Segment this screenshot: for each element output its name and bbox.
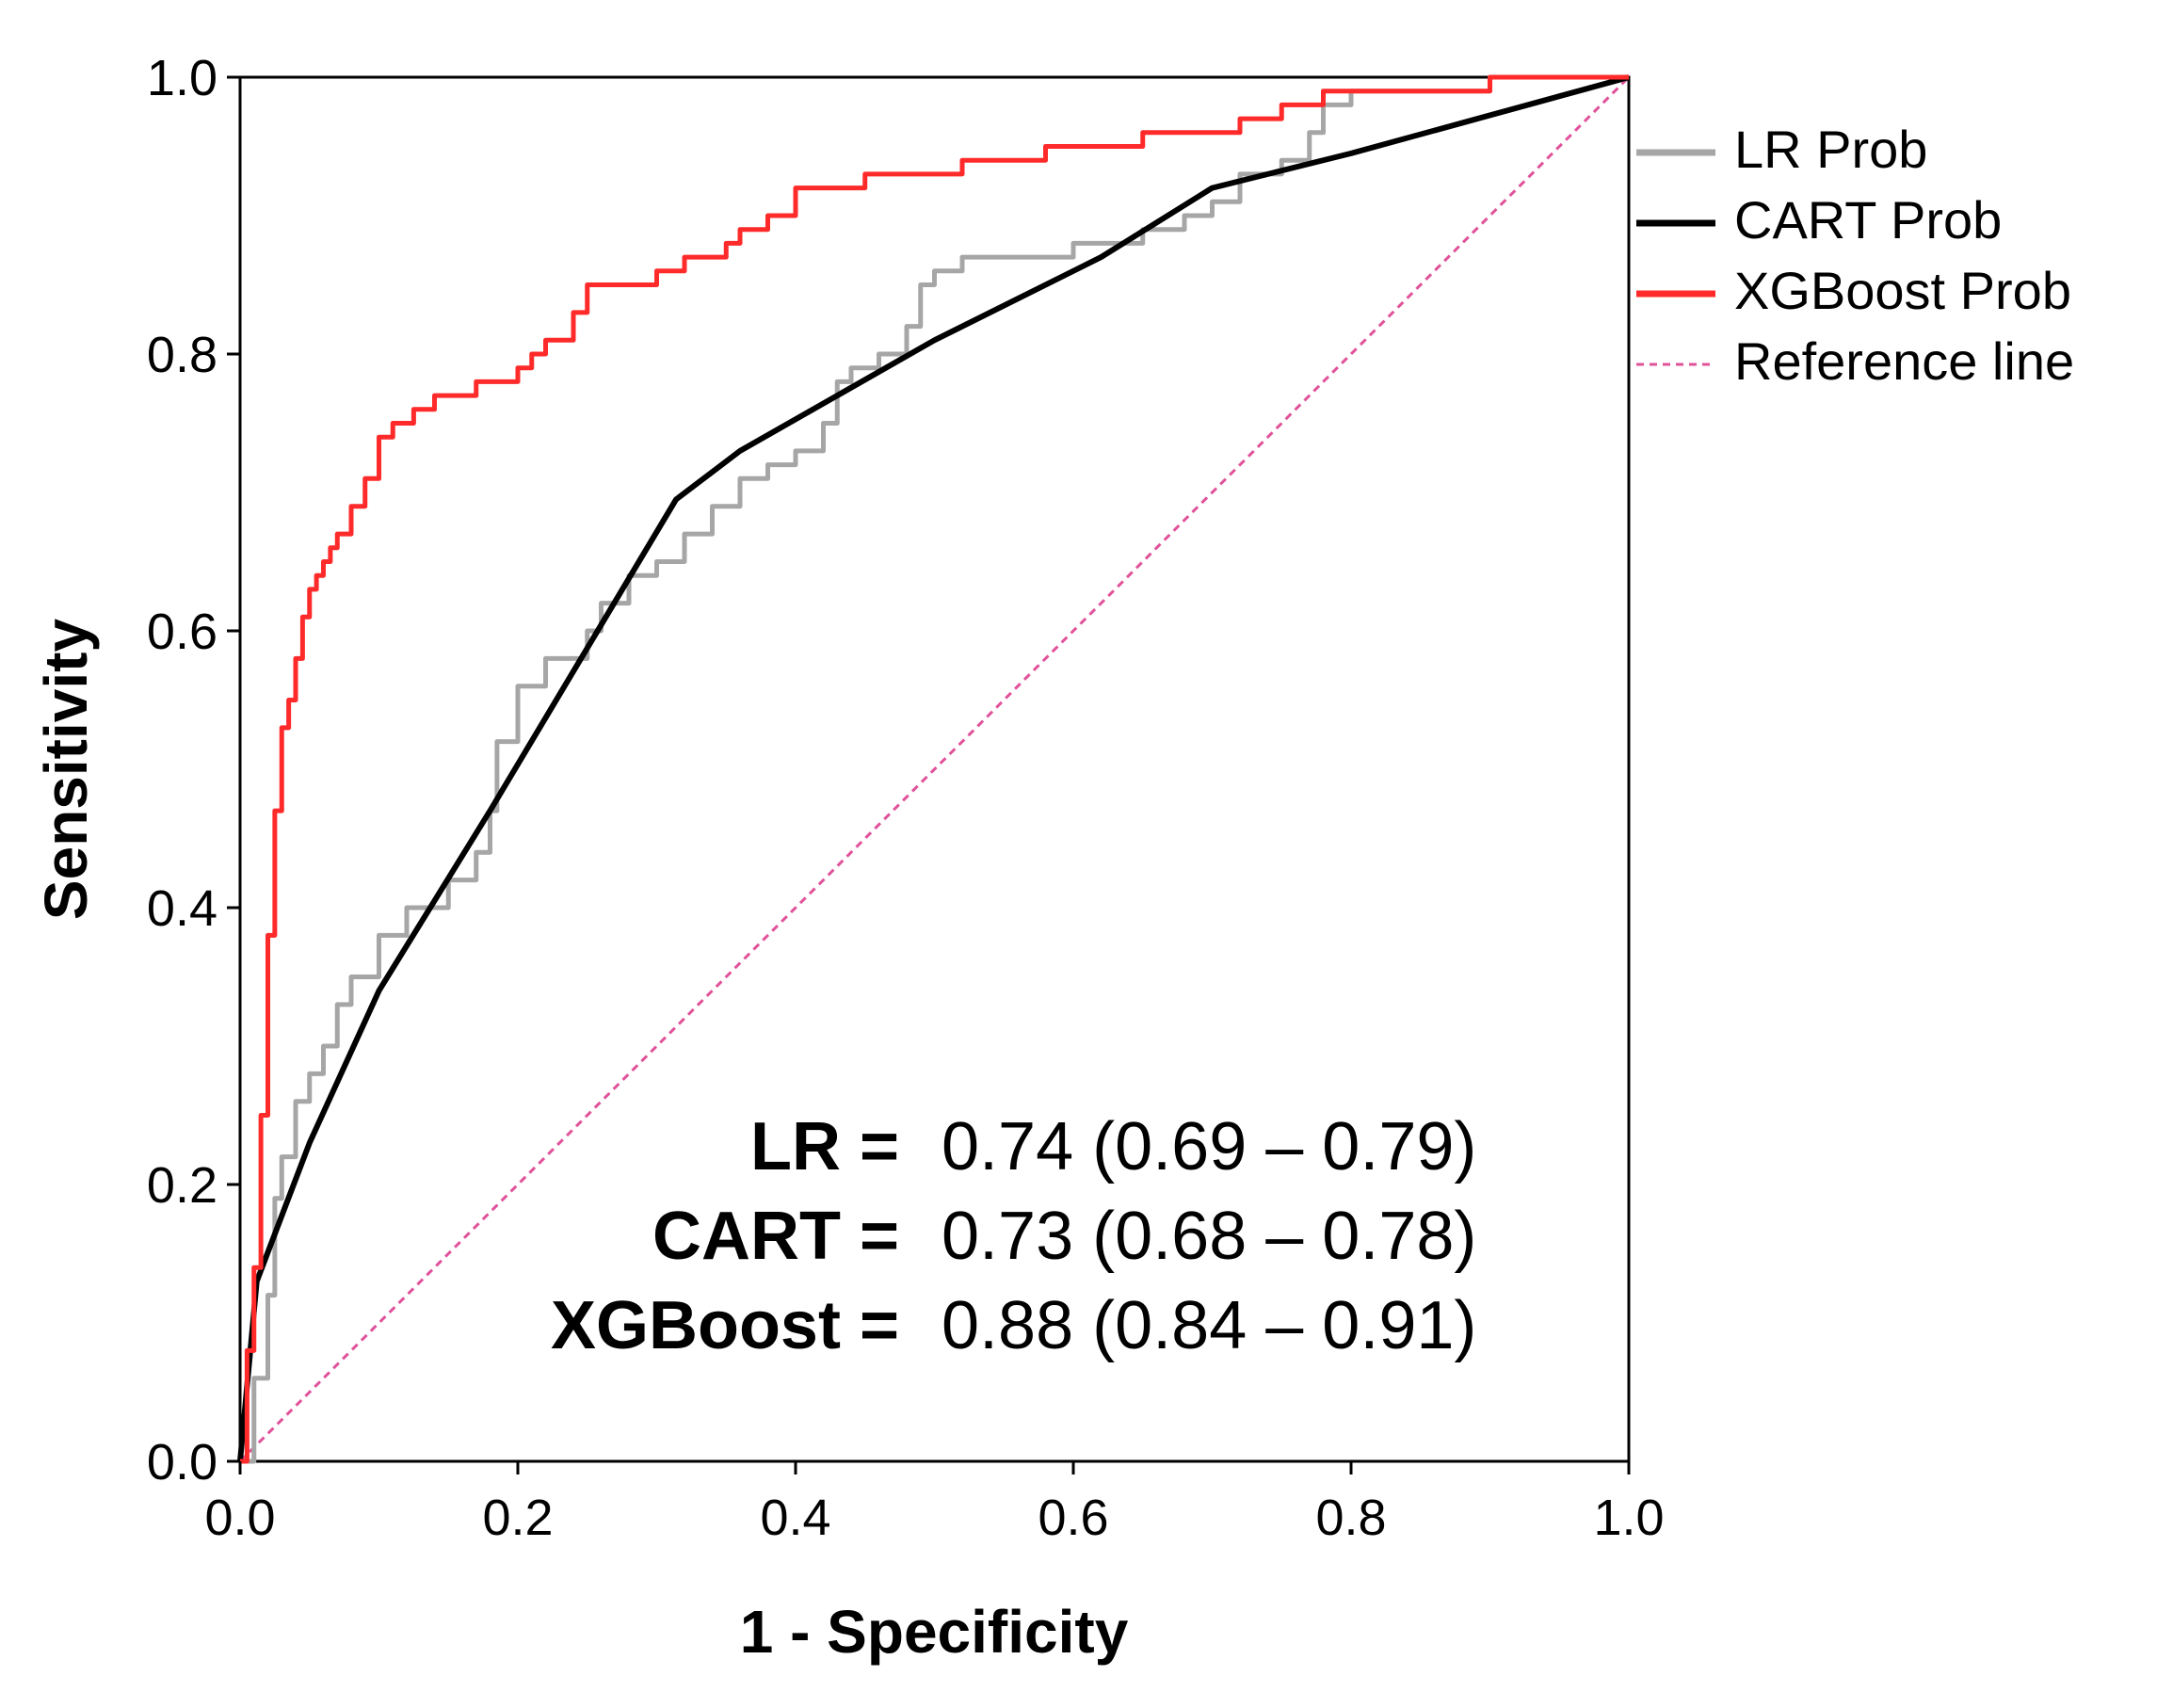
series-line-reference-line	[238, 75, 1631, 1463]
auc-value: 0.73 (0.68 – 0.78)	[942, 1199, 1476, 1274]
auc-model-name: CART =	[652, 1199, 899, 1274]
x-tick-label: 0.8	[1315, 1490, 1386, 1546]
y-axis-title: Sensitivity	[32, 619, 100, 921]
series-layer	[237, 74, 1631, 1464]
x-tick-label: 0.2	[482, 1490, 553, 1546]
x-tick-label: 0.4	[760, 1490, 830, 1546]
x-axis-title: 1 - Specificity	[740, 1598, 1129, 1666]
y-tick-label: 0.4	[147, 880, 217, 937]
auc-value: 0.88 (0.84 – 0.91)	[942, 1288, 1476, 1363]
y-tick-label: 0.6	[147, 604, 217, 660]
y-tick-label: 0.2	[147, 1157, 217, 1214]
x-tick-label: 0.6	[1038, 1490, 1108, 1546]
x-tick-label: 0.0	[204, 1490, 275, 1546]
series-line-lr-prob	[240, 74, 1629, 1464]
legend-label: XGBoost Prob	[1734, 261, 2071, 320]
auc-value: 0.74 (0.69 – 0.79)	[942, 1109, 1476, 1184]
auc-model-name: LR =	[750, 1109, 899, 1184]
series-line-xgboost-prob	[240, 74, 1629, 1464]
legend-label: CART Prob	[1734, 190, 2002, 250]
auc-annotations: LR = 0.74 (0.69 – 0.79) CART = 0.73 (0.68 –…	[551, 1109, 1476, 1363]
auc-model-name: XGBoost =	[551, 1288, 899, 1363]
y-tick-label: 0.8	[147, 327, 217, 383]
y-tick-label: 0.0	[147, 1434, 217, 1490]
x-tick-label: 1.0	[1593, 1490, 1664, 1546]
tick-layer: 0.0 0.2 0.4 0.6 0.8 1.0 0.0 0.2 0.4 0.6 0.8 1.0	[147, 50, 1665, 1546]
plot-frame	[238, 75, 1631, 1463]
legend-label: Reference line	[1734, 331, 2074, 391]
legend: LR Prob CART Prob XGBoost Prob Reference li…	[1636, 120, 2074, 391]
y-tick-label: 1.0	[147, 50, 217, 106]
legend-label: LR Prob	[1734, 120, 1927, 179]
series-line-cart-prob	[237, 74, 1630, 1462]
